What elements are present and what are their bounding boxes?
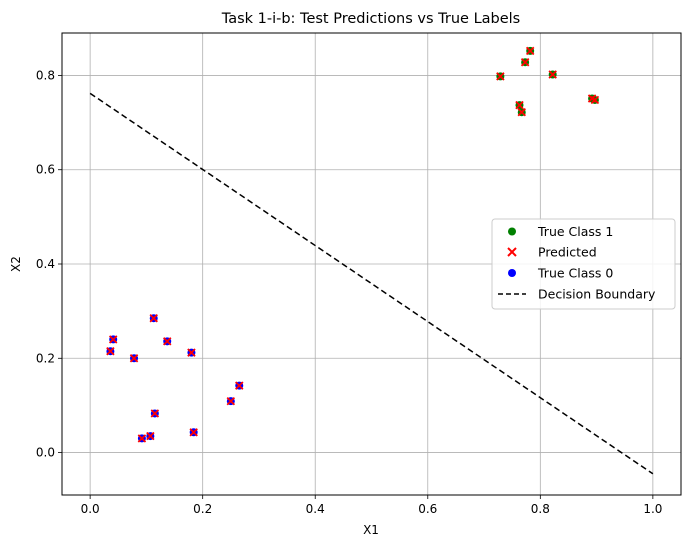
- x-tick-label: 0.8: [531, 502, 550, 516]
- point-predicted: [187, 348, 196, 357]
- legend-label-true-class-0: True Class 0: [537, 266, 613, 281]
- point-predicted: [108, 335, 118, 344]
- y-tick-label: 0.8: [36, 68, 55, 82]
- legend-marker-true-class-1: [508, 227, 516, 236]
- x-axis-label: X1: [363, 523, 379, 537]
- point-predicted: [235, 381, 244, 390]
- chart-title: Task 1-i-b: Test Predictions vs True Lab…: [221, 11, 521, 27]
- point-predicted: [149, 313, 158, 323]
- legend-marker-predicted: [507, 247, 517, 257]
- point-predicted: [129, 354, 139, 363]
- y-tick-label: 0.4: [36, 257, 55, 271]
- x-tick-label: 1.0: [643, 502, 662, 516]
- point-predicted: [520, 57, 530, 67]
- x-axis-ticks: 0.0 0.2 0.4 0.6 0.8 1.0: [81, 495, 662, 516]
- point-predicted: [106, 346, 115, 356]
- point-predicted: [496, 72, 505, 81]
- x-tick-label: 0.4: [306, 502, 325, 516]
- legend-marker-true-class-0: [508, 269, 516, 277]
- x-tick-label: 0.6: [418, 502, 437, 516]
- y-tick-label: 0.6: [36, 163, 55, 177]
- grid-lines: [62, 33, 681, 495]
- x-tick-label: 0.2: [193, 502, 212, 516]
- y-tick-label: 0.2: [36, 351, 55, 365]
- legend-box: [491, 218, 676, 310]
- point-predicted: [162, 337, 172, 346]
- point-predicted: [525, 46, 535, 56]
- point-predicted: [146, 431, 155, 441]
- point-predicted: [515, 100, 524, 110]
- point-predicted: [548, 70, 557, 79]
- point-predicted: [517, 107, 526, 117]
- point-predicted: [137, 434, 147, 443]
- data-points-layer: [106, 46, 600, 443]
- point-predicted: [150, 409, 160, 418]
- y-tick-label: 0.0: [36, 446, 55, 460]
- decision-boundary-layer: [89, 92, 654, 475]
- x-tick-label: 0.0: [81, 502, 100, 516]
- y-axis-label: X2: [9, 256, 23, 272]
- point-predicted: [226, 396, 236, 406]
- legend-label-decision-boundary: Decision Boundary: [538, 287, 656, 302]
- legend: True Class 1 Predicted True Class 0 Deci…: [491, 218, 676, 310]
- y-axis-ticks: 0.0 0.2 0.4 0.6 0.8: [36, 68, 62, 460]
- decision-boundary-line: [89, 92, 654, 475]
- legend-label-predicted: Predicted: [538, 245, 597, 260]
- legend-label-true-class-1: True Class 1: [537, 224, 613, 239]
- point-predicted: [590, 95, 600, 105]
- point-predicted: [189, 428, 198, 437]
